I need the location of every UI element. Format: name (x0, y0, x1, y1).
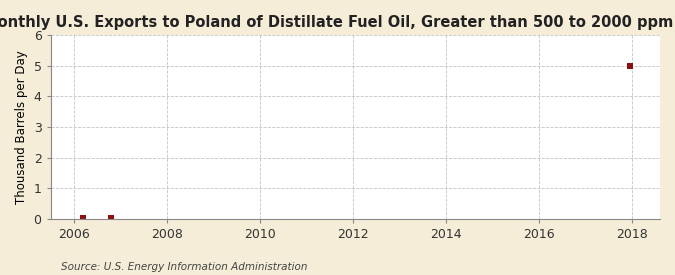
Text: Source: U.S. Energy Information Administration: Source: U.S. Energy Information Administ… (61, 262, 307, 272)
Title: Monthly U.S. Exports to Poland of Distillate Fuel Oil, Greater than 500 to 2000 : Monthly U.S. Exports to Poland of Distil… (0, 15, 675, 30)
Y-axis label: Thousand Barrels per Day: Thousand Barrels per Day (15, 50, 28, 204)
